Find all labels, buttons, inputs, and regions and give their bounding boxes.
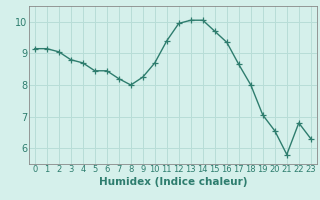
- X-axis label: Humidex (Indice chaleur): Humidex (Indice chaleur): [99, 177, 247, 187]
